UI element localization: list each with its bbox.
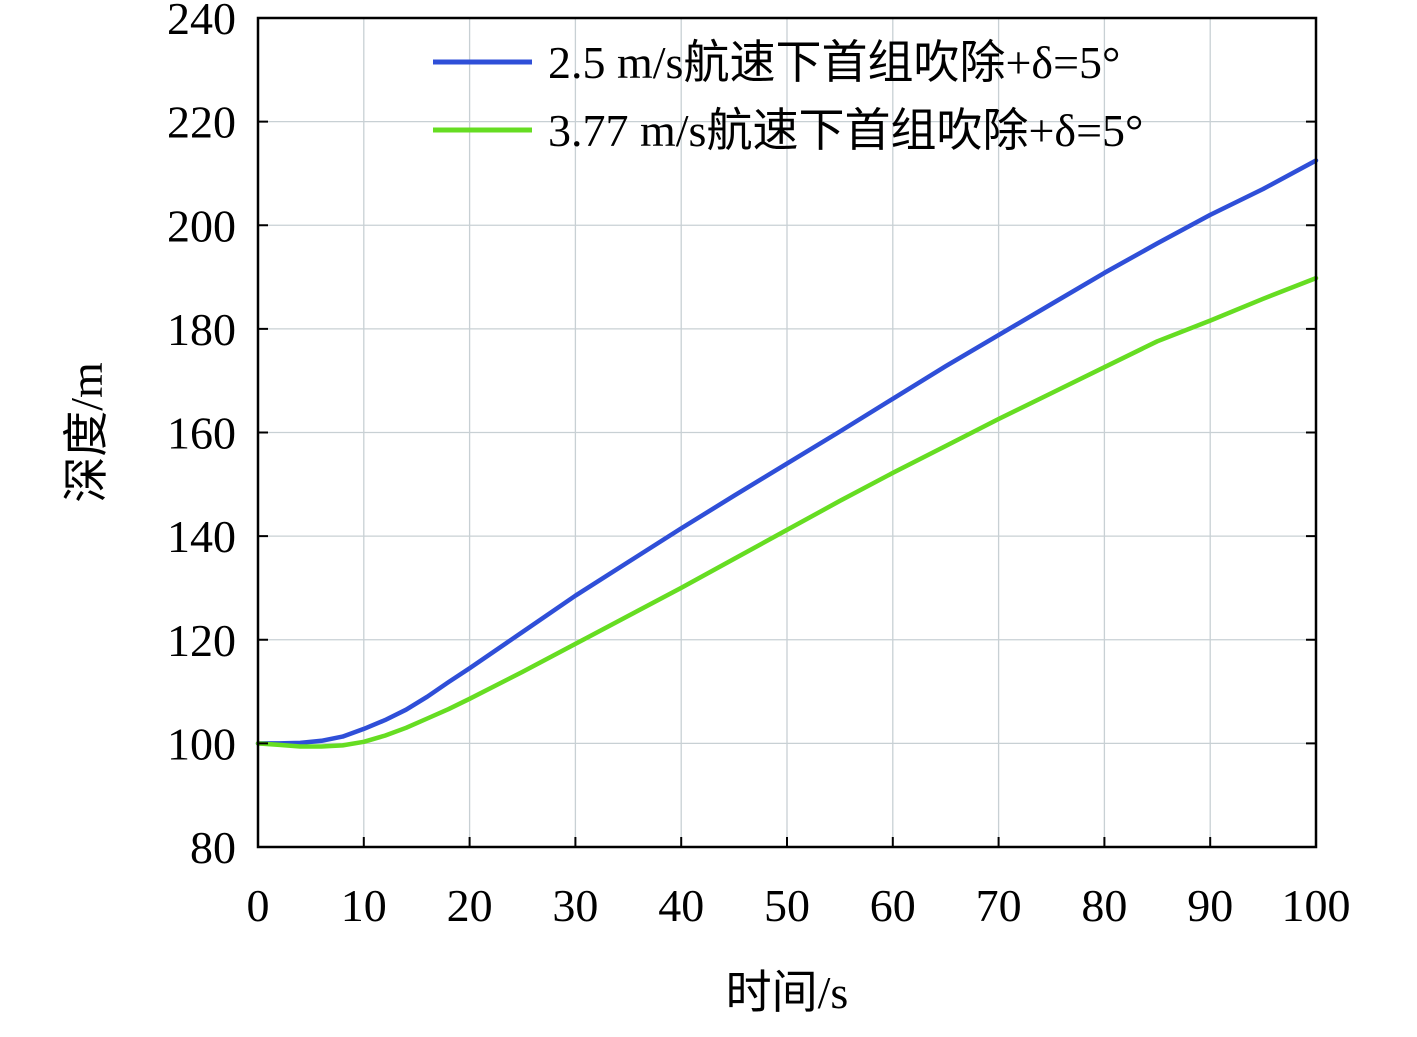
y-tick-label: 120 — [167, 615, 236, 666]
x-tick-label: 60 — [870, 880, 916, 931]
x-axis-label: 时间/s — [726, 967, 849, 1018]
x-tick-label: 20 — [447, 880, 493, 931]
x-tick-labels: 0 10 20 30 40 50 60 70 80 90 100 — [247, 880, 1351, 931]
y-axis-label: 深度/m — [61, 362, 112, 503]
x-tick-label: 0 — [247, 880, 270, 931]
y-tick-labels: 80 100 120 140 160 180 200 220 240 — [167, 0, 236, 873]
legend: 2.5 m/s航速下首组吹除+δ=5° 3.77 m/s航速下首组吹除+δ=5° — [433, 37, 1143, 156]
x-tick-label: 90 — [1187, 880, 1233, 931]
tick-layer — [257, 17, 1317, 848]
grid-layer — [258, 18, 1316, 847]
series-line-1 — [255, 158, 1319, 746]
y-tick-label: 80 — [190, 822, 236, 873]
x-tick-label: 40 — [658, 880, 704, 931]
y-tick-label: 140 — [167, 511, 236, 562]
legend-label-series-2: 3.77 m/s航速下首组吹除+δ=5° — [548, 105, 1143, 156]
x-tick-label: 30 — [552, 880, 598, 931]
x-tick-label: 50 — [764, 880, 810, 931]
legend-label-series-1: 2.5 m/s航速下首组吹除+δ=5° — [548, 37, 1120, 88]
y-tick-label: 100 — [167, 718, 236, 769]
y-tick-label: 220 — [167, 97, 236, 148]
y-tick-label: 160 — [167, 408, 236, 459]
x-tick-label: 70 — [976, 880, 1022, 931]
x-tick-label: 10 — [341, 880, 387, 931]
y-tick-label: 240 — [167, 0, 236, 44]
y-tick-label: 180 — [167, 304, 236, 355]
x-tick-label: 80 — [1081, 880, 1127, 931]
x-tick-label: 100 — [1282, 880, 1351, 931]
series-line-2 — [255, 275, 1319, 749]
series-layer — [255, 158, 1319, 749]
y-tick-label: 200 — [167, 200, 236, 251]
